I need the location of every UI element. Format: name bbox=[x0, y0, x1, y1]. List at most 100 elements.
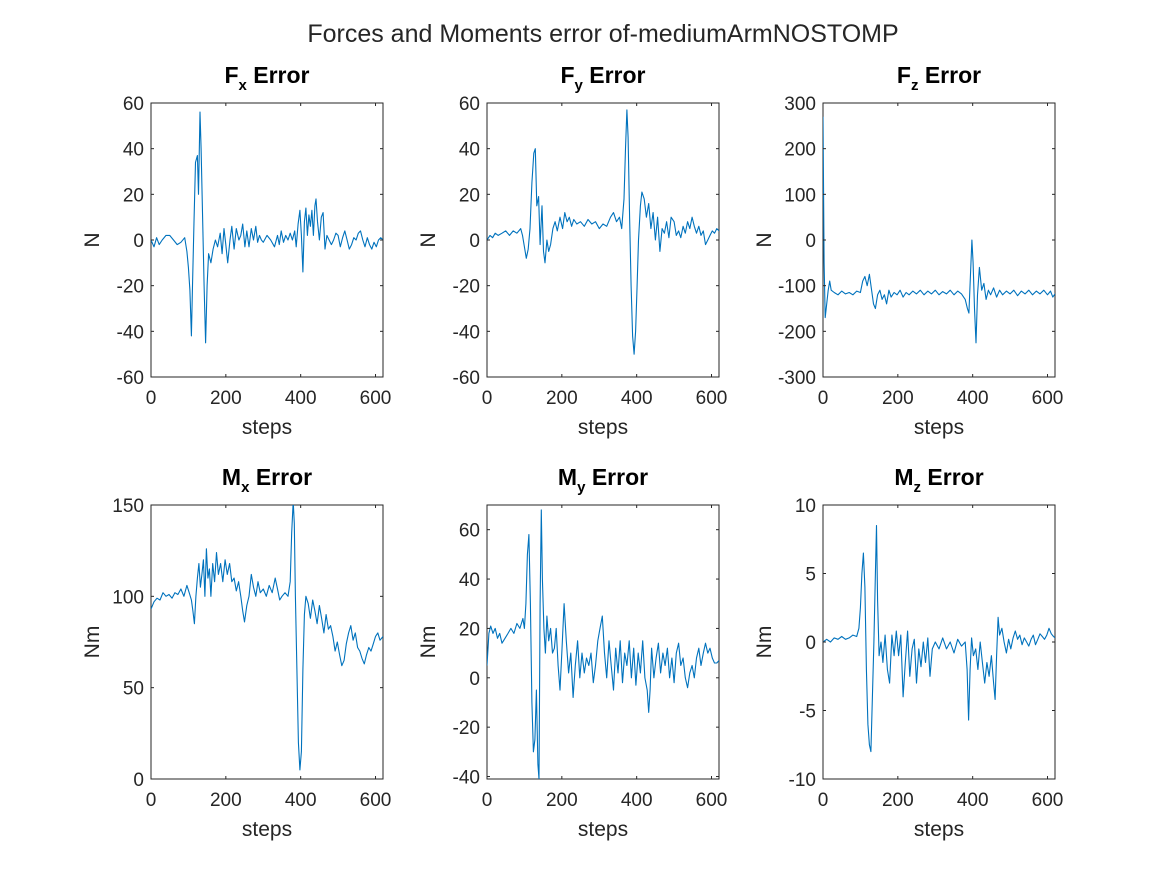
x-tick-label: 200 bbox=[546, 388, 578, 409]
subplot-title: My Error bbox=[558, 464, 648, 496]
axes-box bbox=[486, 102, 720, 378]
x-tick-label: 200 bbox=[210, 388, 242, 409]
subplot-title: Mz Error bbox=[894, 464, 983, 496]
x-tick-label: 400 bbox=[957, 388, 989, 409]
y-tick-label: 0 bbox=[133, 770, 144, 791]
y-axis-label: Nm bbox=[753, 626, 776, 659]
x-tick-label: 600 bbox=[696, 790, 728, 811]
x-tick-label: 200 bbox=[210, 790, 242, 811]
y-tick-label: 40 bbox=[123, 140, 144, 161]
title-rest: Error bbox=[583, 62, 646, 88]
x-tick-label: 400 bbox=[285, 388, 317, 409]
y-axis-label: Nm bbox=[81, 626, 104, 659]
y-tick-label: -300 bbox=[778, 368, 816, 389]
y-tick-label: 100 bbox=[112, 587, 144, 608]
y-tick-label: 20 bbox=[459, 619, 480, 640]
y-tick-label: -40 bbox=[117, 322, 144, 343]
y-tick-label: 10 bbox=[795, 496, 816, 517]
y-tick-label: -40 bbox=[453, 322, 480, 343]
x-tick-label: 400 bbox=[621, 388, 653, 409]
series-line bbox=[823, 116, 1055, 344]
title-subscript: z bbox=[914, 479, 922, 496]
y-tick-label: 60 bbox=[459, 521, 480, 542]
x-tick-label: 400 bbox=[957, 790, 989, 811]
series-line bbox=[151, 111, 383, 344]
x-tick-label: 600 bbox=[360, 790, 392, 811]
y-tick-label: 0 bbox=[469, 231, 480, 252]
x-tick-label: 600 bbox=[696, 388, 728, 409]
x-axis-label: steps bbox=[914, 416, 964, 439]
y-tick-label: 60 bbox=[459, 94, 480, 115]
x-axis-label: steps bbox=[914, 818, 964, 841]
x-tick-label: 400 bbox=[285, 790, 317, 811]
title-main: F bbox=[224, 62, 238, 88]
title-rest: Error bbox=[247, 62, 310, 88]
axes-box bbox=[486, 504, 720, 780]
axes-box bbox=[822, 504, 1056, 780]
subplot-1: 0 200 400 600 -60 -40 -20 0 20 40 60 steps N Fx Error bbox=[81, 62, 391, 439]
y-tick-label: -20 bbox=[117, 277, 144, 298]
title-rest: Error bbox=[249, 464, 312, 490]
x-tick-label: 0 bbox=[818, 790, 829, 811]
y-tick-label: 0 bbox=[469, 669, 480, 690]
x-axis-label: steps bbox=[242, 818, 292, 841]
y-axis-label: N bbox=[753, 232, 776, 247]
subplot-3: 0 200 400 600 -300 -200 -100 0 100 200 300 steps N Fz… bbox=[753, 62, 1063, 439]
y-tick-label: -60 bbox=[117, 368, 144, 389]
y-tick-label: 20 bbox=[123, 185, 144, 206]
y-tick-label: -60 bbox=[453, 368, 480, 389]
y-tick-label: 50 bbox=[123, 679, 144, 700]
x-tick-label: 200 bbox=[546, 790, 578, 811]
x-tick-label: 600 bbox=[1032, 790, 1064, 811]
x-tick-label: 0 bbox=[818, 388, 829, 409]
y-tick-label: 5 bbox=[805, 565, 816, 586]
x-tick-label: 0 bbox=[146, 790, 157, 811]
x-tick-label: 0 bbox=[482, 790, 493, 811]
subplot-title: Fy Error bbox=[560, 62, 645, 94]
x-tick-label: 200 bbox=[882, 388, 914, 409]
figure-title: Forces and Moments error of-mediumArmNOS… bbox=[307, 20, 898, 48]
subplot-4: 0 200 400 600 0 50 100 150 steps Nm Mx Error bbox=[81, 464, 391, 841]
series-line bbox=[823, 524, 1055, 753]
subplot-title: Fx Error bbox=[224, 62, 309, 94]
y-tick-label: 20 bbox=[459, 185, 480, 206]
axes-box bbox=[150, 102, 384, 378]
x-tick-label: 600 bbox=[1032, 388, 1064, 409]
title-rest: Error bbox=[918, 62, 981, 88]
y-tick-label: 40 bbox=[459, 140, 480, 161]
series-line bbox=[151, 505, 383, 771]
y-tick-label: 0 bbox=[805, 231, 816, 252]
subplot-title: Mx Error bbox=[222, 464, 312, 496]
y-tick-label: -5 bbox=[799, 702, 816, 723]
subplot-title: Fz Error bbox=[897, 62, 981, 94]
y-axis-label: N bbox=[81, 232, 104, 247]
x-tick-label: 600 bbox=[360, 388, 392, 409]
y-tick-label: 100 bbox=[784, 185, 816, 206]
x-tick-label: 200 bbox=[882, 790, 914, 811]
y-tick-label: 60 bbox=[123, 94, 144, 115]
x-axis-label: steps bbox=[242, 416, 292, 439]
y-tick-label: 0 bbox=[133, 231, 144, 252]
y-axis-label: Nm bbox=[417, 626, 440, 659]
series-line bbox=[487, 109, 719, 355]
y-tick-label: -200 bbox=[778, 322, 816, 343]
axes-box bbox=[822, 102, 1056, 378]
subplot-5: 0 200 400 600 -40 -20 0 20 40 60 steps Nm My Error bbox=[417, 464, 727, 841]
x-axis-label: steps bbox=[578, 416, 628, 439]
title-main: F bbox=[897, 62, 911, 88]
y-tick-label: 150 bbox=[112, 496, 144, 517]
title-main: M bbox=[222, 464, 241, 490]
y-tick-label: 40 bbox=[459, 570, 480, 591]
title-rest: Error bbox=[585, 464, 648, 490]
x-tick-label: 0 bbox=[146, 388, 157, 409]
title-main: F bbox=[560, 62, 574, 88]
title-subscript: y bbox=[575, 77, 584, 94]
y-tick-label: -40 bbox=[453, 768, 480, 789]
y-tick-label: 300 bbox=[784, 94, 816, 115]
title-subscript: x bbox=[239, 77, 248, 94]
y-tick-label: -20 bbox=[453, 718, 480, 739]
x-axis-label: steps bbox=[578, 818, 628, 841]
y-tick-label: 200 bbox=[784, 140, 816, 161]
